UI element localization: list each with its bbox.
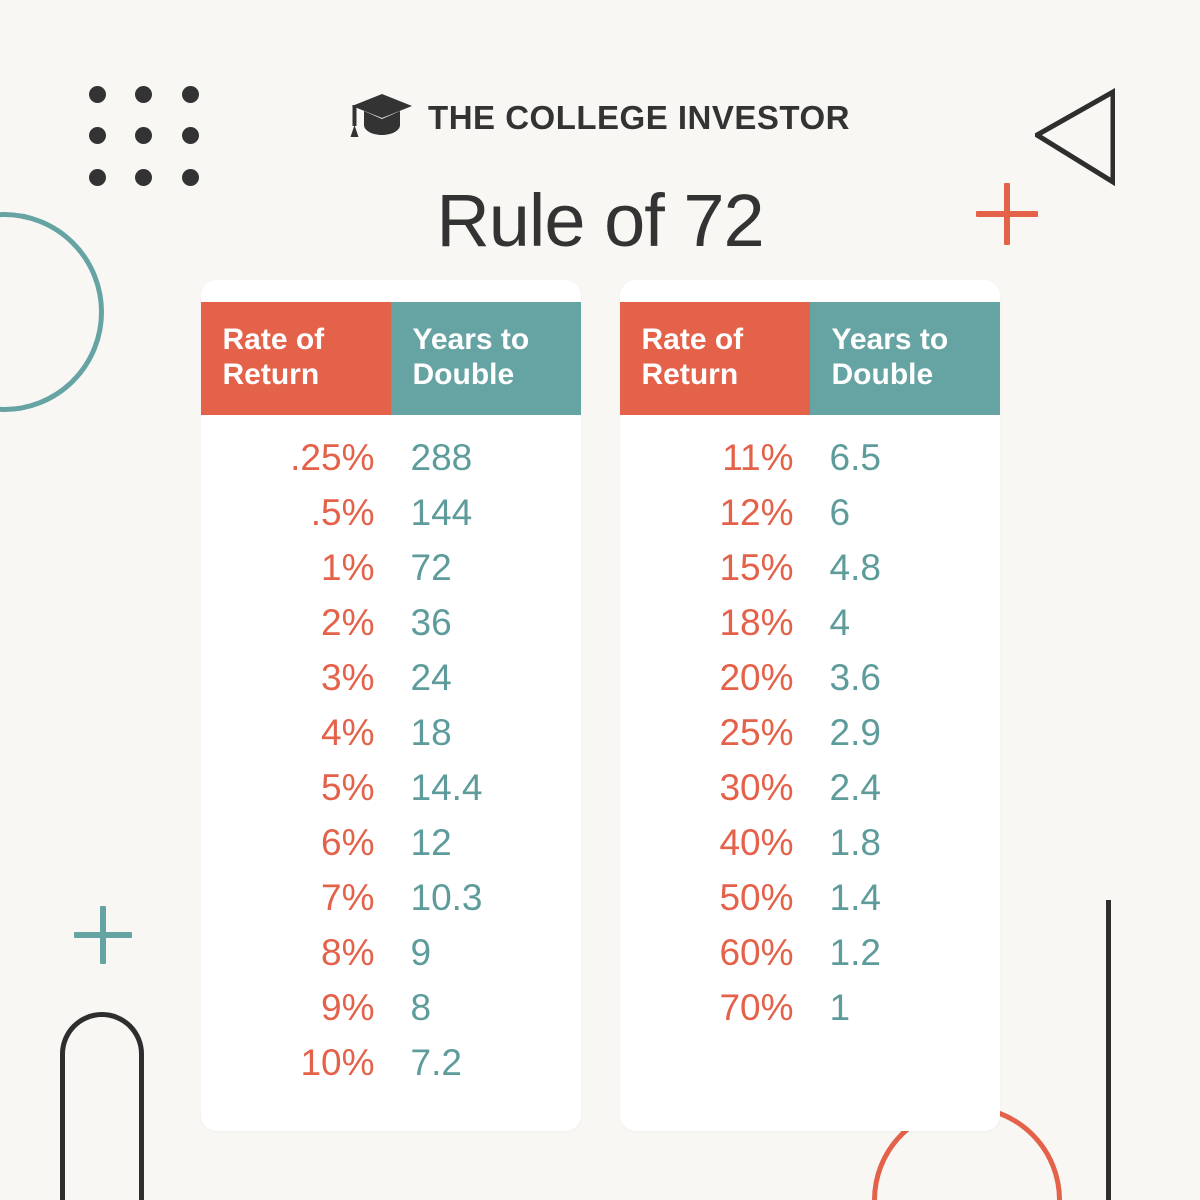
cell-years: 4: [829, 601, 851, 643]
table-row: 2% 36: [201, 602, 581, 657]
cell-years: 1.2: [829, 931, 881, 973]
table-row: 40% 1.8: [620, 822, 1000, 877]
cell-rate: 10%: [300, 1041, 375, 1083]
cell-rate: 4%: [321, 711, 375, 753]
cell-rate: 70%: [719, 986, 794, 1028]
table-row: 60% 1.2: [620, 932, 1000, 987]
cell-rate: 2%: [321, 601, 375, 643]
right-table: Rate of Return Years to Double 11% 6.5 12…: [619, 280, 1000, 1131]
cell-rate: 15%: [719, 546, 794, 588]
cell-years: 2.9: [829, 711, 881, 753]
cell-rate: 3%: [321, 656, 375, 698]
cell-years: 14.4: [410, 766, 483, 808]
cell-years: 7.2: [410, 1041, 462, 1083]
column-header-years-to-double: Years to Double: [809, 302, 1000, 415]
cell-rate: .5%: [310, 491, 375, 533]
cell-rate: 40%: [719, 821, 794, 863]
cell-years: 36: [410, 601, 452, 643]
brand-header: THE COLLEGE INVESTOR: [0, 92, 1200, 143]
cell-years: 9: [410, 931, 432, 973]
table-row: 8% 9: [201, 932, 581, 987]
cell-rate: 6%: [321, 821, 375, 863]
table-row: .25% 288: [201, 437, 581, 492]
cell-years: 6.5: [829, 436, 881, 478]
table-header-row: Rate of Return Years to Double: [619, 302, 1000, 415]
cell-years: 1.4: [829, 876, 881, 918]
cell-years: 2.4: [829, 766, 881, 808]
cell-years: 144: [410, 491, 473, 533]
table-row: 15% 4.8: [620, 547, 1000, 602]
cell-years: 6: [829, 491, 851, 533]
table-row: 1% 72: [201, 547, 581, 602]
cell-years: 18: [410, 711, 452, 753]
table-row: 12% 6: [620, 492, 1000, 547]
brand-name: THE COLLEGE INVESTOR: [428, 98, 850, 136]
left-table: Rate of Return Years to Double .25% 288 .…: [200, 280, 581, 1131]
cell-years: 8: [410, 986, 432, 1028]
graduation-cap-icon: [350, 92, 414, 143]
table-row: 20% 3.6: [620, 657, 1000, 712]
page-title: Rule of 72: [436, 179, 764, 262]
cell-years: 288: [410, 436, 473, 478]
cell-rate: 20%: [719, 656, 794, 698]
table-row: 11% 6.5: [620, 437, 1000, 492]
cell-years: 1.8: [829, 821, 881, 863]
table-body: 11% 6.5 12% 6 15% 4.8 18% 4 20% 3.6 25% 2.9 30…: [620, 437, 1000, 1042]
cell-rate: 1%: [321, 546, 375, 588]
cell-years: 12: [410, 821, 452, 863]
cell-years: 4.8: [829, 546, 881, 588]
table-row: 30% 2.4: [620, 767, 1000, 822]
cell-rate: 11%: [722, 436, 794, 478]
cell-rate: 12%: [719, 491, 794, 533]
table-row: 25% 2.9: [620, 712, 1000, 767]
cell-rate: 60%: [719, 931, 794, 973]
cell-years: 1: [829, 986, 851, 1028]
cell-rate: 7%: [321, 876, 375, 918]
table-row: 18% 4: [620, 602, 1000, 657]
cell-years: 3.6: [829, 656, 881, 698]
table-row: 7% 10.3: [201, 877, 581, 932]
cell-rate: 5%: [321, 766, 375, 808]
table-row: .5% 144: [201, 492, 581, 547]
cell-rate: 50%: [719, 876, 794, 918]
table-header-row: Rate of Return Years to Double: [200, 302, 581, 415]
column-header-years-to-double: Years to Double: [390, 302, 581, 415]
table-body: .25% 288 .5% 144 1% 72 2% 36 3% 24 4% 18 5% 14.…: [201, 437, 581, 1097]
table-row: 50% 1.4: [620, 877, 1000, 932]
cell-years: 24: [410, 656, 452, 698]
column-header-rate-of-return: Rate of Return: [619, 302, 810, 415]
table-row: 3% 24: [201, 657, 581, 712]
table-row: 10% 7.2: [201, 1042, 581, 1097]
table-row: 4% 18: [201, 712, 581, 767]
table-row: 70% 1: [620, 987, 1000, 1042]
column-header-rate-of-return: Rate of Return: [200, 302, 391, 415]
tables-container: Rate of Return Years to Double .25% 288 .…: [0, 280, 1200, 1131]
cell-years: 10.3: [410, 876, 483, 918]
table-row: 9% 8: [201, 987, 581, 1042]
cell-rate: 8%: [321, 931, 375, 973]
cell-rate: 25%: [719, 711, 794, 753]
cell-rate: 18%: [719, 601, 794, 643]
table-row: 5% 14.4: [201, 767, 581, 822]
table-row: 6% 12: [201, 822, 581, 877]
cell-years: 72: [410, 546, 452, 588]
cell-rate: 30%: [719, 766, 794, 808]
cell-rate: .25%: [290, 436, 375, 478]
cell-rate: 9%: [321, 986, 375, 1028]
